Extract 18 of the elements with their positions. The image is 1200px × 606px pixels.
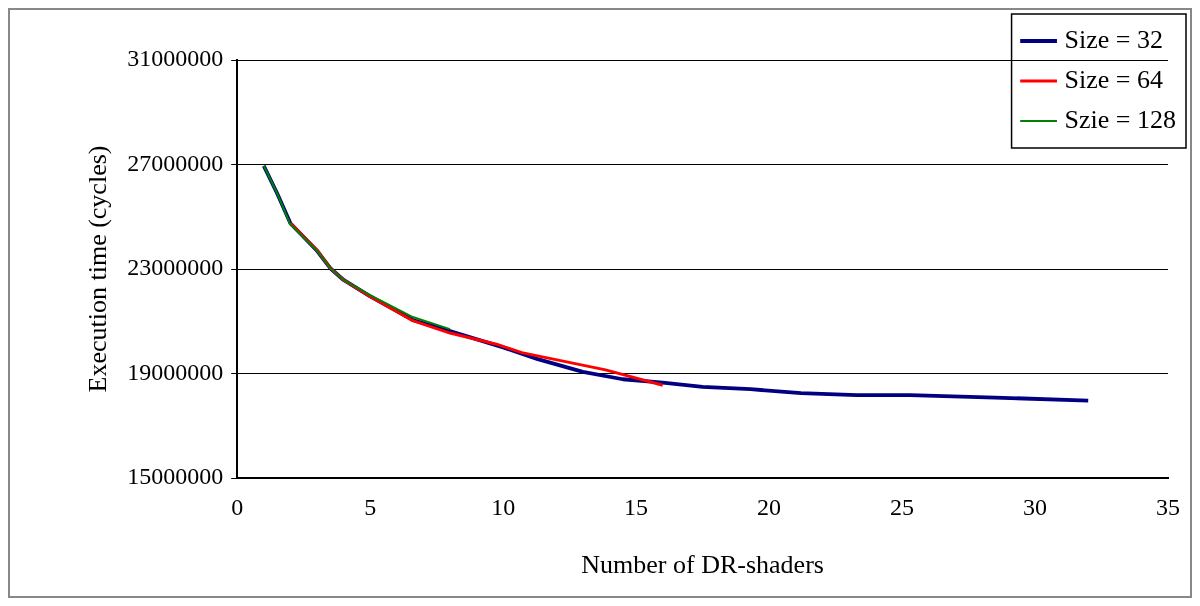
x-tick-label: 15: [624, 493, 649, 520]
x-tick-label: 30: [1023, 493, 1048, 520]
y-tick-label: 19000000: [127, 358, 224, 385]
x-axis-title: Number of DR-shaders: [581, 550, 824, 580]
x-tick-label: 10: [491, 493, 516, 520]
x-tick-label: 35: [1156, 493, 1180, 520]
x-tick-label: 20: [757, 493, 782, 520]
y-tick-label: 15000000: [127, 463, 224, 490]
y-axis-title: Execution time (cycles): [83, 145, 113, 393]
legend-label: Szie = 128: [1064, 104, 1177, 134]
y-tick-label: 23000000: [127, 254, 224, 281]
y-tick-label: 31000000: [127, 45, 224, 72]
y-tick-label: 27000000: [127, 149, 224, 176]
legend-label: Size = 32: [1064, 24, 1164, 54]
x-tick-label: 25: [890, 493, 915, 520]
x-tick-label: 5: [364, 493, 377, 520]
legend-label: Size = 64: [1064, 64, 1164, 94]
x-tick-label: 0: [231, 493, 244, 520]
